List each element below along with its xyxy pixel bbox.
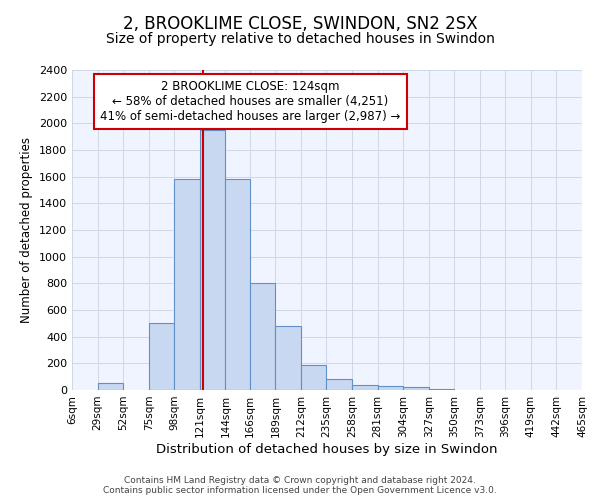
Bar: [250, 284, 275, 390]
Bar: [98, 384, 123, 390]
Bar: [377, 386, 403, 390]
Bar: [275, 326, 301, 390]
Text: Contains HM Land Registry data © Crown copyright and database right 2024.
Contai: Contains HM Land Registry data © Crown c…: [103, 476, 497, 495]
Bar: [200, 130, 226, 390]
Text: 2 BROOKLIME CLOSE: 124sqm
← 58% of detached houses are smaller (4,251)
41% of se: 2 BROOKLIME CLOSE: 124sqm ← 58% of detac…: [100, 80, 401, 122]
Bar: [149, 324, 174, 390]
X-axis label: Distribution of detached houses by size in Swindon: Distribution of detached houses by size …: [156, 442, 498, 456]
Bar: [301, 364, 326, 390]
Bar: [226, 180, 250, 390]
Bar: [352, 386, 377, 390]
Bar: [326, 378, 352, 390]
Bar: [174, 180, 200, 390]
Text: Size of property relative to detached houses in Swindon: Size of property relative to detached ho…: [106, 32, 494, 46]
Bar: [403, 388, 428, 390]
Y-axis label: Number of detached properties: Number of detached properties: [20, 137, 34, 323]
Text: 2, BROOKLIME CLOSE, SWINDON, SN2 2SX: 2, BROOKLIME CLOSE, SWINDON, SN2 2SX: [122, 15, 478, 33]
